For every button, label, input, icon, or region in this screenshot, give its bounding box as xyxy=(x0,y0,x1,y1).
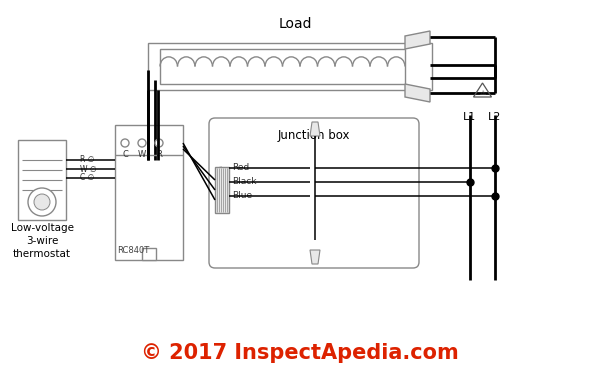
Text: Low-voltage
3-wire
thermostat: Low-voltage 3-wire thermostat xyxy=(11,223,74,260)
Text: C: C xyxy=(122,150,128,159)
Circle shape xyxy=(34,194,50,210)
Polygon shape xyxy=(310,250,320,264)
Circle shape xyxy=(28,188,56,216)
Text: R ∅: R ∅ xyxy=(80,156,94,165)
Text: R: R xyxy=(156,150,162,159)
Circle shape xyxy=(121,139,129,147)
Text: C ∅: C ∅ xyxy=(80,174,94,183)
Polygon shape xyxy=(405,31,430,49)
Text: Blue: Blue xyxy=(232,192,252,201)
Circle shape xyxy=(138,139,146,147)
Polygon shape xyxy=(405,84,430,102)
Text: L1: L1 xyxy=(463,112,476,122)
Text: ⚠: ⚠ xyxy=(479,90,485,96)
Bar xyxy=(160,49,405,84)
Bar xyxy=(148,43,432,90)
Text: Red: Red xyxy=(232,164,249,172)
Text: Load: Load xyxy=(278,17,312,31)
Bar xyxy=(215,167,229,213)
Text: W ∅: W ∅ xyxy=(80,165,97,174)
Text: Junction box: Junction box xyxy=(278,129,350,142)
Text: © 2017 InspectApedia.com: © 2017 InspectApedia.com xyxy=(141,343,459,363)
Bar xyxy=(142,248,156,260)
Text: Black: Black xyxy=(232,177,257,186)
Polygon shape xyxy=(310,122,320,136)
Text: L2: L2 xyxy=(488,112,502,122)
Text: W: W xyxy=(138,150,146,159)
Bar xyxy=(115,125,183,260)
Circle shape xyxy=(155,139,163,147)
Bar xyxy=(18,140,66,220)
Text: RC840T: RC840T xyxy=(117,246,149,255)
